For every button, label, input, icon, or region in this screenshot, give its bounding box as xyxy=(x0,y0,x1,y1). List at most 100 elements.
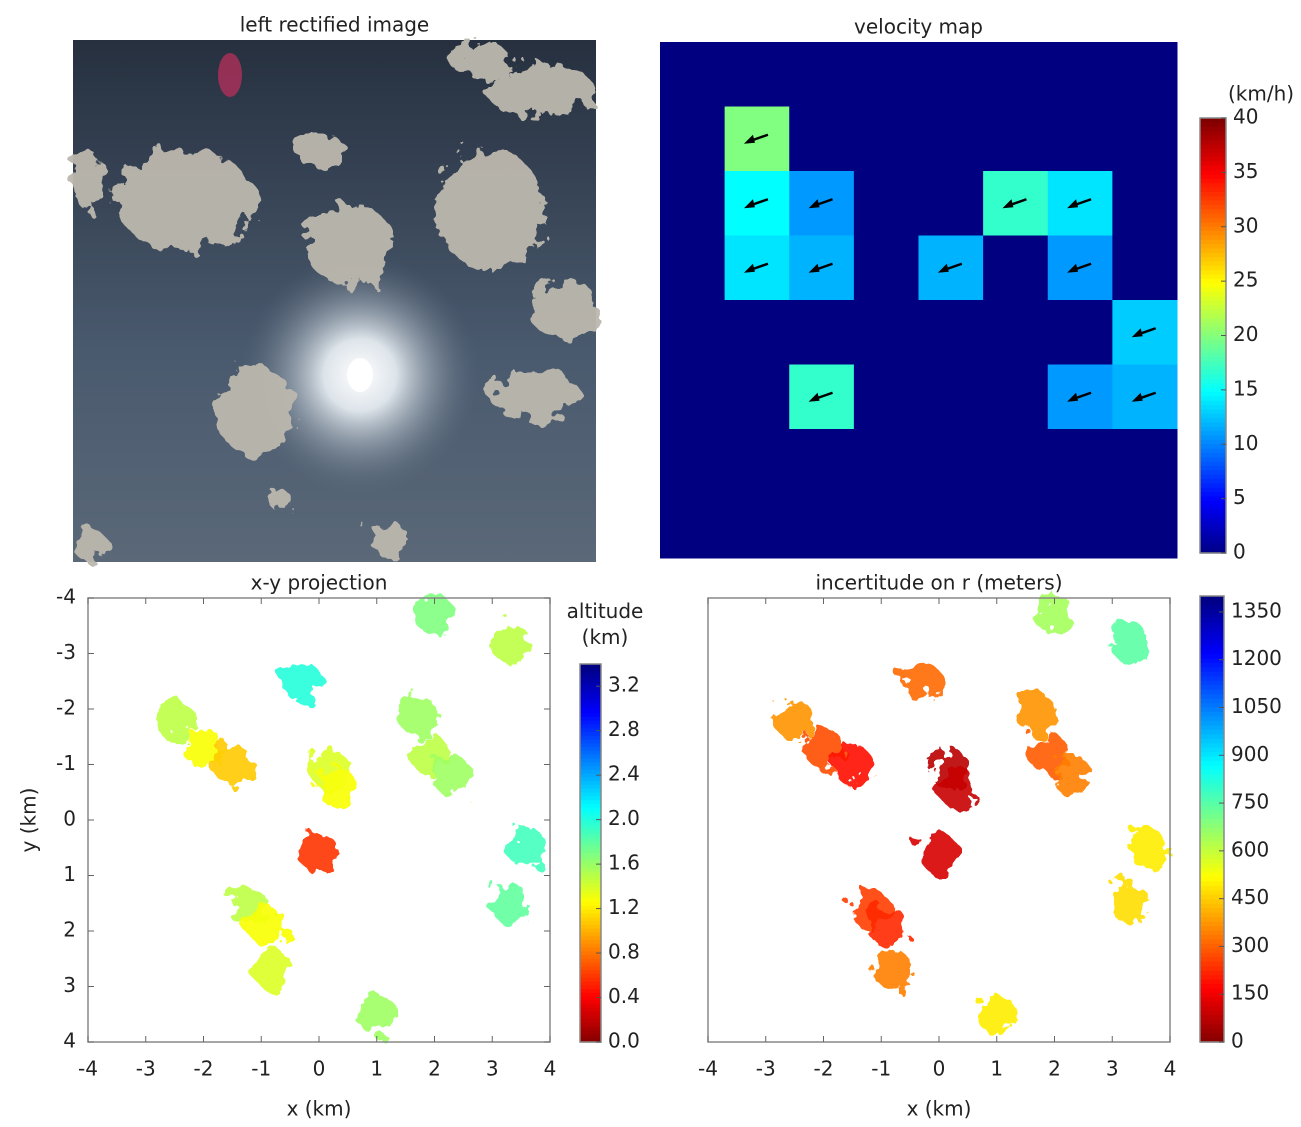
colorbar-label: (km/h) xyxy=(1228,82,1294,106)
colorbar-step xyxy=(1200,496,1226,502)
x-tick-label: 2 xyxy=(1048,1057,1061,1081)
colorbar-step xyxy=(1200,890,1224,896)
colorbar-step xyxy=(1200,252,1226,258)
colorbar-step xyxy=(1200,814,1224,820)
colorbar-step xyxy=(1200,213,1226,219)
colorbar-step xyxy=(1200,836,1224,842)
colorbar-step xyxy=(580,769,601,775)
colorbar-step xyxy=(580,996,601,1002)
cloud-point xyxy=(872,949,913,990)
colorbar-step xyxy=(1200,487,1226,493)
colorbar-step xyxy=(1200,531,1226,537)
colorbar-step xyxy=(1200,431,1226,437)
colorbar-step xyxy=(580,887,601,892)
colorbar-step xyxy=(1200,894,1224,900)
colorbar-step xyxy=(1200,992,1224,998)
colorbar-step xyxy=(580,1026,601,1032)
colorbar-step xyxy=(1200,261,1226,267)
colorbar-step xyxy=(1200,309,1226,315)
colorbar-step xyxy=(1200,984,1224,990)
cloud-point xyxy=(356,994,397,1035)
colorbar-step xyxy=(580,739,601,744)
colorbar-step xyxy=(1200,716,1224,722)
colorbar-step xyxy=(1200,850,1224,856)
colorbar-step xyxy=(1200,505,1226,511)
cloud-point xyxy=(397,694,438,735)
heat-cell xyxy=(1112,235,1178,301)
heat-cell xyxy=(724,300,790,365)
x-tick-label: 1 xyxy=(990,1057,1003,1081)
colorbar-step xyxy=(1200,774,1224,780)
colorbar-step xyxy=(580,747,601,752)
colorbar-step xyxy=(580,1030,601,1036)
colorbar-step xyxy=(1200,921,1224,927)
colorbar-step xyxy=(580,958,601,964)
colorbar-step xyxy=(1200,600,1224,606)
colorbar-step xyxy=(580,679,601,684)
colorbar-step xyxy=(580,675,601,680)
colorbar-step xyxy=(1200,178,1226,184)
x-tick-label: -3 xyxy=(756,1057,776,1081)
colorbar-step xyxy=(1200,952,1224,958)
cloud-point xyxy=(1051,755,1092,796)
colorbar-step xyxy=(580,951,601,956)
y-tick-label: 3 xyxy=(63,973,76,997)
cloud-point xyxy=(936,766,977,807)
colorbar-step xyxy=(580,732,601,737)
cloud-point xyxy=(212,744,253,785)
colorbar-step xyxy=(1200,747,1224,753)
colorbar-step xyxy=(1200,339,1226,345)
colorbar-step xyxy=(580,921,601,926)
colorbar-step xyxy=(580,1038,601,1043)
heat-cell xyxy=(660,300,726,365)
colorbar-step xyxy=(1200,761,1224,767)
colorbar-step xyxy=(1200,667,1224,673)
colorbar-step xyxy=(580,754,601,760)
colorbar-step xyxy=(1200,787,1224,793)
colorbar-step xyxy=(1200,636,1224,642)
cloud-point xyxy=(774,700,815,741)
colorbar-step xyxy=(1200,148,1226,154)
x-tick-label: -2 xyxy=(194,1057,214,1081)
colorbar-tick-label: 40 xyxy=(1233,105,1258,129)
colorbar-step xyxy=(1200,662,1224,668)
heat-cell xyxy=(918,171,984,236)
colorbar-step xyxy=(1200,470,1226,476)
colorbar-tick-label: 0.8 xyxy=(608,940,640,964)
colorbar-step xyxy=(580,716,601,722)
cloud-point xyxy=(1034,594,1075,635)
colorbar-step xyxy=(580,1000,601,1005)
colorbar-step xyxy=(580,992,601,998)
x-tick-label: 0 xyxy=(313,1057,326,1081)
colorbar-step xyxy=(580,743,601,748)
heat-cell xyxy=(789,42,855,107)
y-tick-label: -3 xyxy=(56,640,76,664)
colorbar-step xyxy=(1200,348,1226,354)
colorbar-step xyxy=(1200,743,1224,749)
x-tick-label: 0 xyxy=(933,1057,946,1081)
colorbar-step xyxy=(1200,322,1226,328)
colorbar-step xyxy=(580,735,601,741)
y-tick-label: 4 xyxy=(63,1029,76,1053)
cloud-point xyxy=(867,905,908,946)
colorbar-step xyxy=(1200,248,1226,254)
colorbar-step xyxy=(580,936,601,941)
colorbar-step xyxy=(1200,535,1226,541)
colorbar-step xyxy=(1200,881,1224,887)
colorbar-tick-label: 5 xyxy=(1233,485,1246,509)
colorbar-step xyxy=(1200,720,1224,726)
colorbar-step xyxy=(1200,689,1224,695)
colorbar-step xyxy=(1200,135,1226,141)
colorbar-step xyxy=(1200,239,1226,245)
colorbar-step xyxy=(1200,448,1226,454)
heat-cell xyxy=(1047,300,1113,365)
colorbar-step xyxy=(1200,265,1226,271)
cloud-point xyxy=(506,827,547,868)
y-tick-label: -1 xyxy=(56,751,76,775)
colorbar-step xyxy=(1200,707,1224,713)
colorbar-step xyxy=(1200,331,1226,337)
colorbar-step xyxy=(1200,899,1224,905)
colorbar-tick-label: 0.0 xyxy=(608,1029,640,1053)
colorbar-step xyxy=(1200,483,1226,489)
colorbar-step xyxy=(1200,1001,1224,1007)
